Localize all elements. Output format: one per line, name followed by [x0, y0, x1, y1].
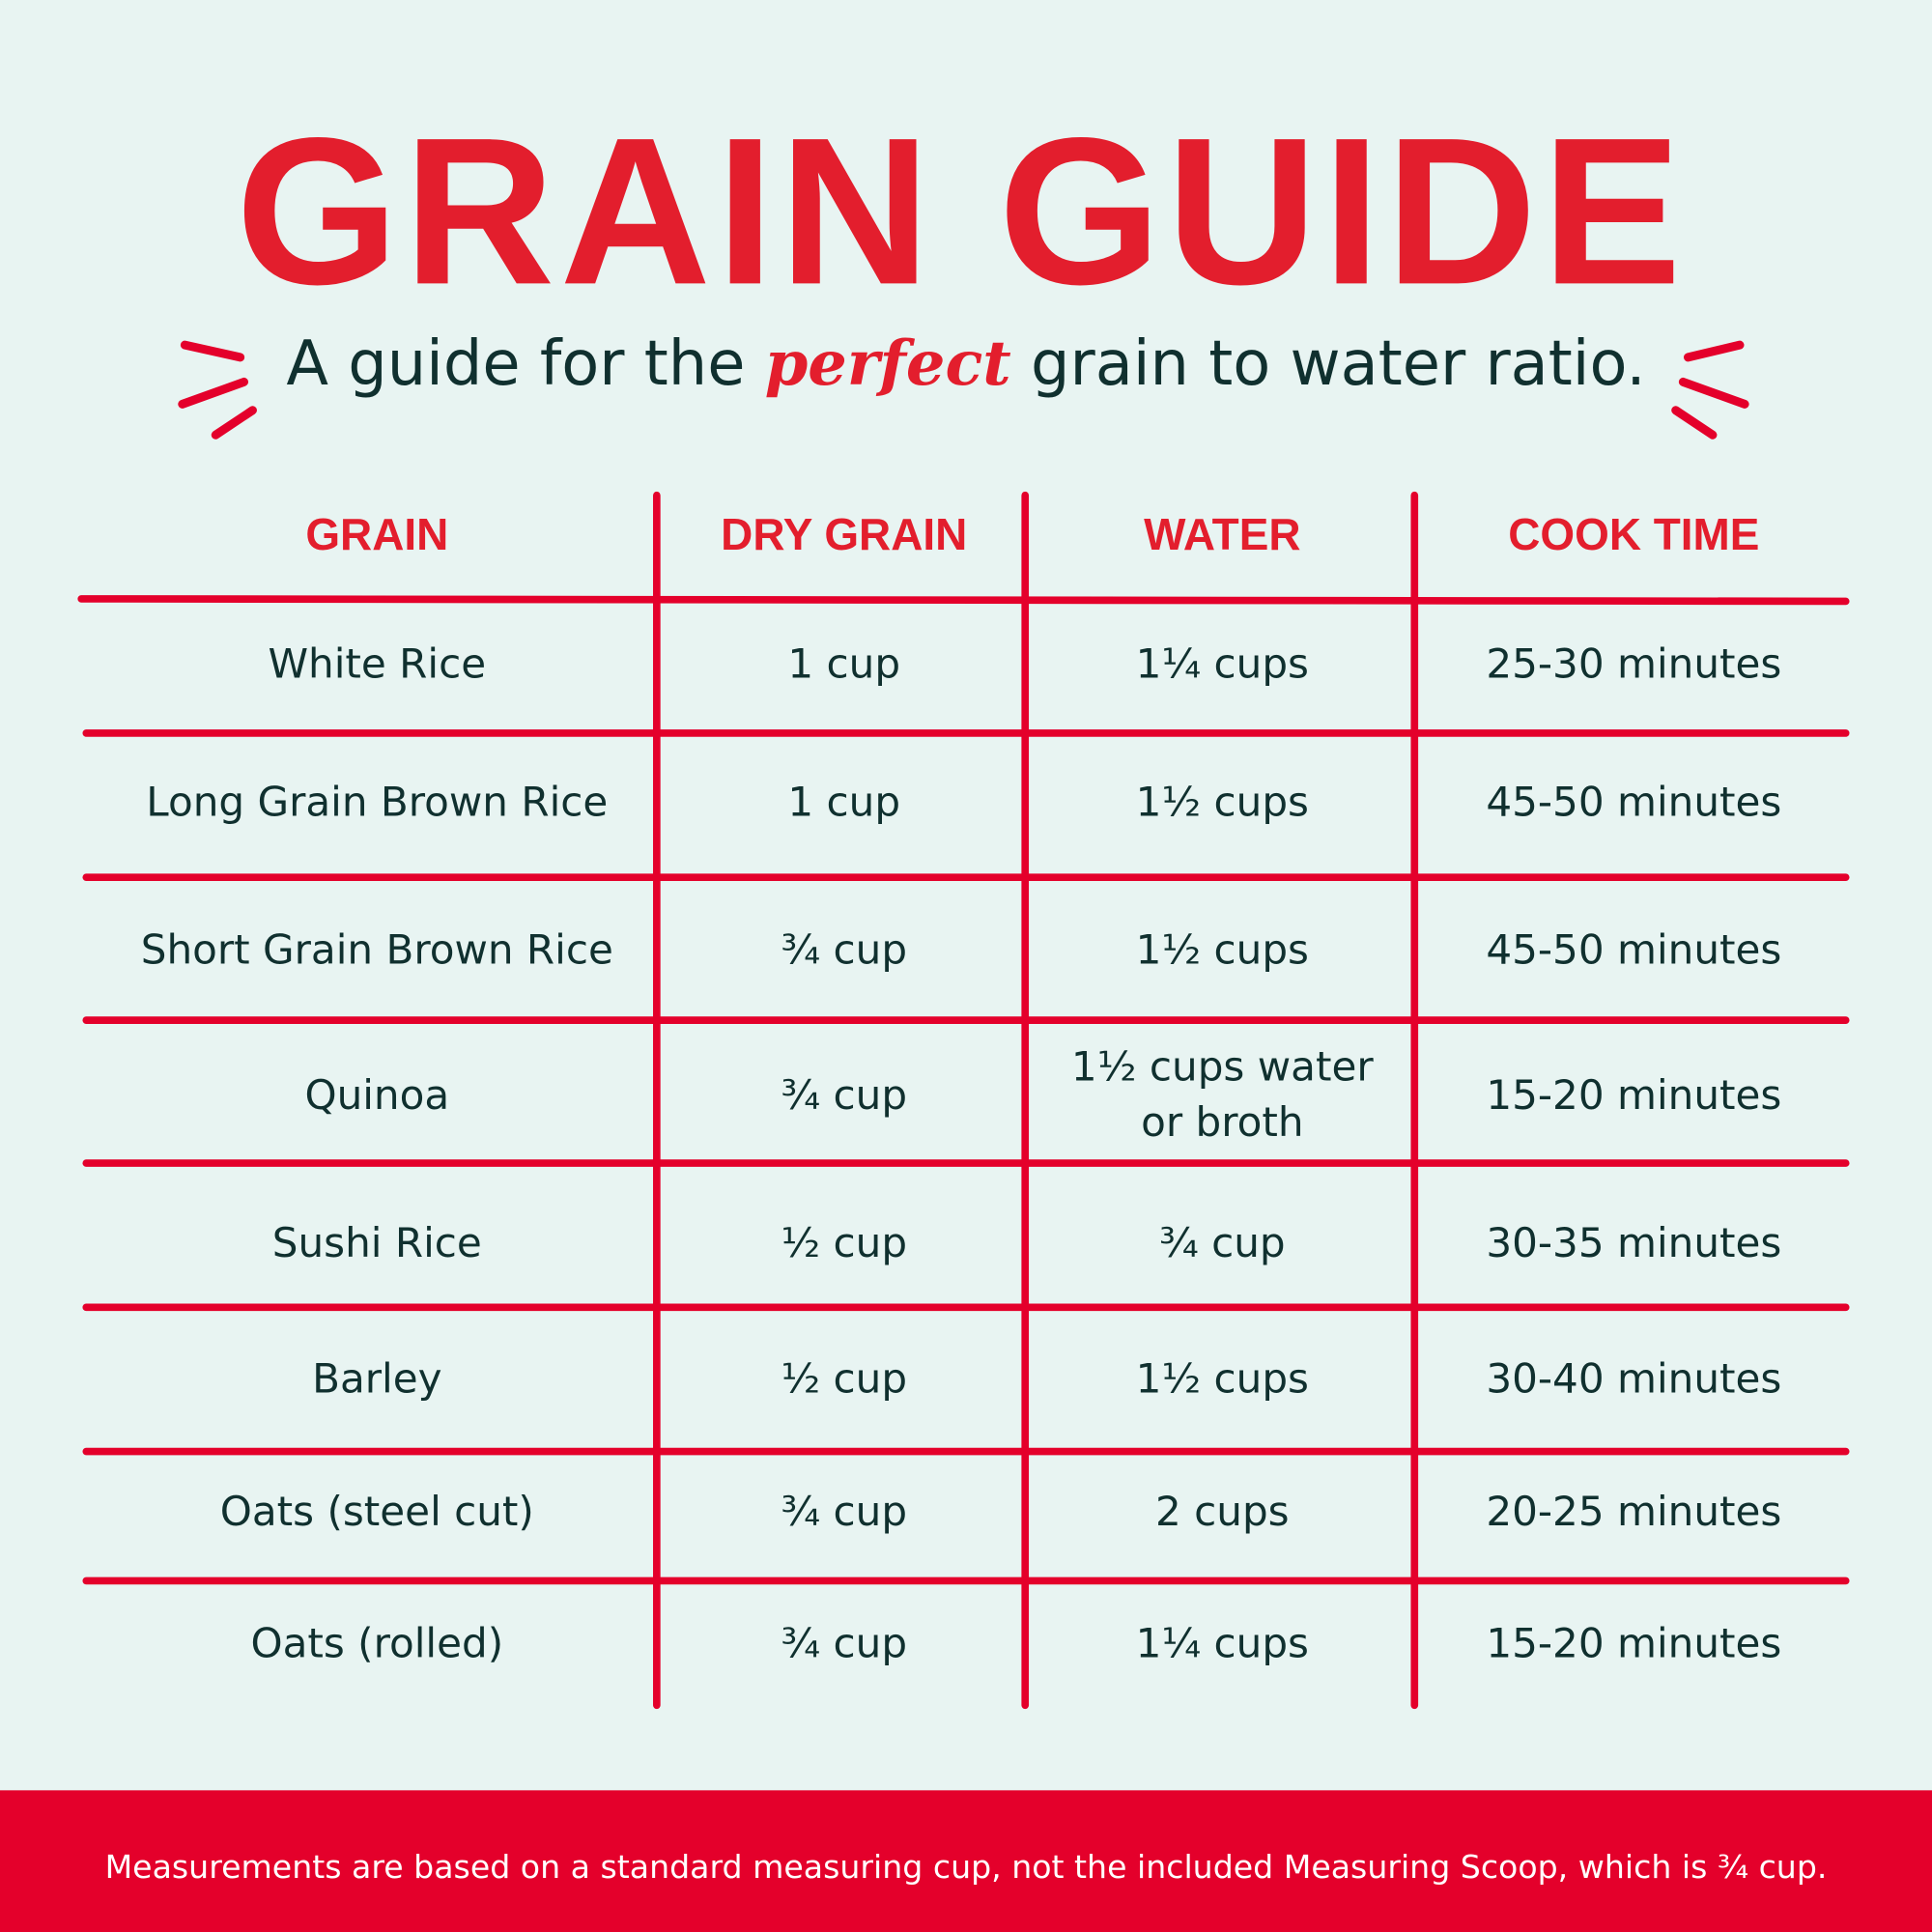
cell: 1 cup — [787, 640, 900, 688]
cell: ¾ cup — [781, 925, 907, 973]
cell: 30-40 minutes — [1486, 1354, 1781, 1402]
cell: ¾ cup — [781, 1488, 907, 1535]
column-header: WATER — [1144, 509, 1300, 559]
cell: 1½ cups — [1136, 778, 1309, 825]
table: GRAIN DRY GRAIN WATER COOK TIME White Rice 1 … — [77, 491, 1850, 1710]
column-header: DRY GRAIN — [721, 509, 967, 559]
cell: Oats (rolled) — [250, 1620, 503, 1667]
cell: 45-50 minutes — [1486, 778, 1781, 825]
header-rule — [77, 595, 1850, 606]
column-header: GRAIN — [305, 509, 448, 559]
cell-text: 1½ cups water or broth — [1070, 1042, 1374, 1147]
subtitle: A guide for the perfect grain to water r… — [286, 327, 1645, 400]
footer-band — [0, 1790, 1932, 1932]
cell: 30-35 minutes — [1486, 1219, 1781, 1266]
cell: ¾ cup — [781, 1071, 907, 1119]
cell: ¾ cup — [1159, 1219, 1286, 1266]
cell: ½ cup — [781, 1219, 907, 1266]
cell: 1½ cups water or broth — [1070, 1042, 1374, 1147]
cell: 1¼ cups — [1136, 640, 1309, 688]
subtitle-text: A guide for the — [286, 328, 745, 400]
decoration — [178, 340, 1749, 440]
cell: 15-20 minutes — [1486, 1071, 1781, 1119]
cell: Short Grain Brown Rice — [141, 925, 613, 973]
cell: 2 cups — [1155, 1488, 1290, 1535]
subtitle-text: grain to water ratio. — [1031, 328, 1646, 400]
cell: 1½ cups — [1136, 1354, 1309, 1402]
cell: 25-30 minutes — [1486, 640, 1781, 688]
cell: 20-25 minutes — [1486, 1488, 1781, 1535]
cell: Oats (steel cut) — [220, 1488, 534, 1535]
cell: 1 cup — [787, 778, 900, 825]
title: GRAIN GUIDE — [236, 94, 1687, 327]
cell: 15-20 minutes — [1486, 1620, 1781, 1667]
cell: Barley — [312, 1354, 441, 1402]
cell: 1¼ cups — [1136, 1620, 1309, 1667]
cell: ¾ cup — [781, 1620, 907, 1667]
subtitle-emphasis: perfect — [765, 327, 1011, 400]
cell: Sushi Rice — [272, 1219, 482, 1266]
column-header: COOK TIME — [1508, 509, 1759, 559]
cell: 1½ cups — [1136, 925, 1309, 973]
cell: White Rice — [268, 640, 486, 688]
footer-note: Measurements are based on a standard mea… — [105, 1848, 1828, 1886]
cell: 45-50 minutes — [1486, 925, 1781, 973]
cell: ½ cup — [781, 1354, 907, 1402]
cell: Quinoa — [304, 1071, 449, 1119]
cell: Long Grain Brown Rice — [146, 778, 608, 825]
